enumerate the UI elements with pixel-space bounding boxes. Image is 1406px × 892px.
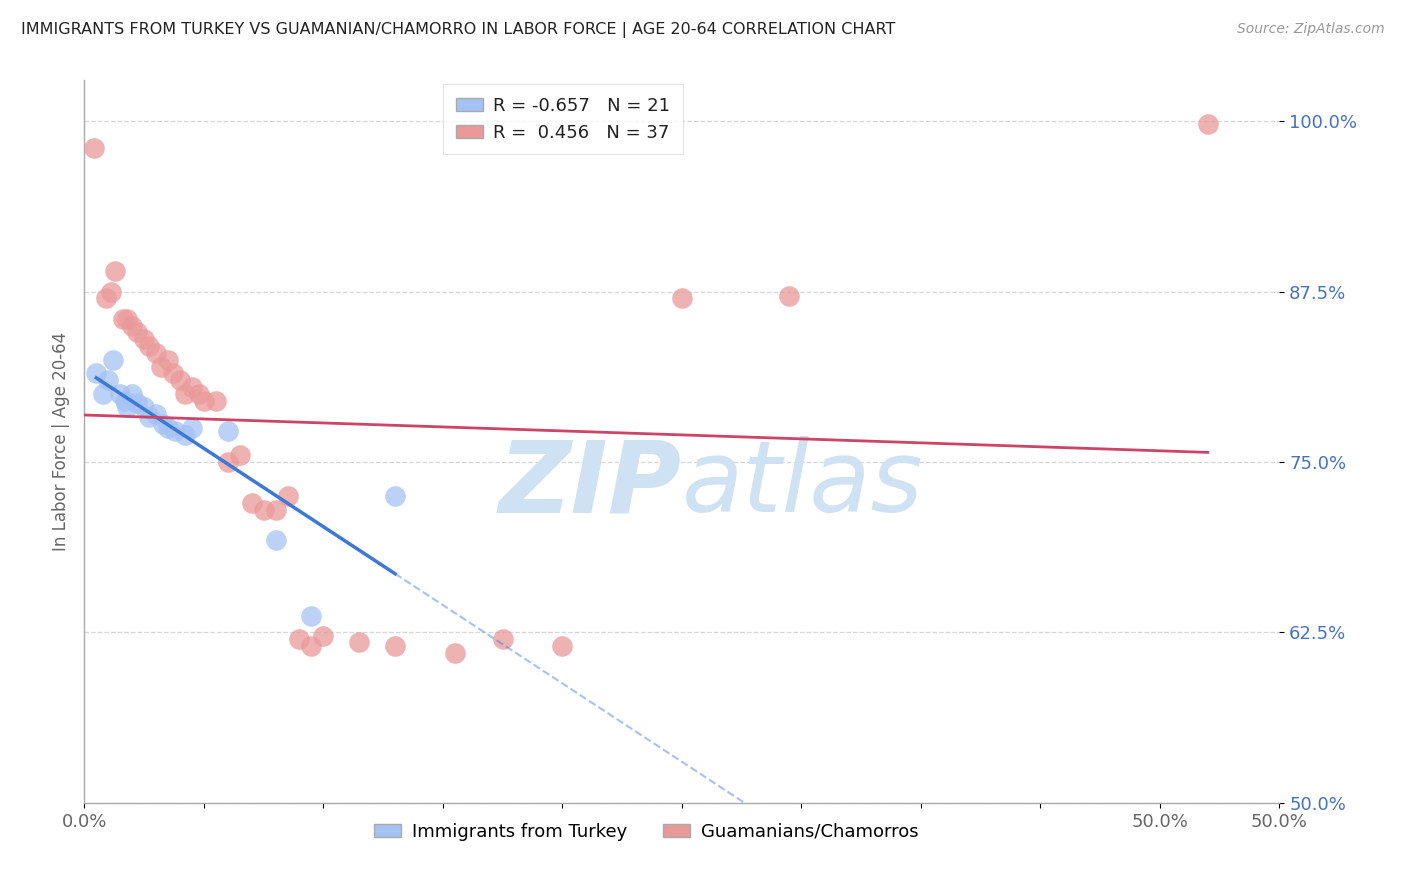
Point [173, 387, 195, 401]
Point [157, 352, 180, 367]
Point [253, 502, 276, 516]
Point [205, 393, 228, 408]
Point [125, 326, 148, 340]
Point [312, 630, 335, 644]
Point [173, 427, 195, 442]
Point [217, 424, 239, 438]
Point [138, 409, 160, 424]
Point [138, 339, 160, 353]
Point [97, 373, 120, 387]
Point [157, 421, 180, 435]
Point [181, 380, 204, 394]
Point [104, 264, 127, 278]
Text: atlas: atlas [682, 436, 924, 533]
Point [94, 292, 117, 306]
Point [240, 496, 263, 510]
Point [125, 396, 148, 410]
Point [264, 533, 287, 547]
Point [779, 288, 801, 302]
Point [152, 417, 174, 431]
Point [101, 352, 124, 367]
Point [111, 311, 134, 326]
Point [188, 387, 211, 401]
Point [181, 421, 204, 435]
Point [288, 632, 311, 647]
Point [217, 455, 239, 469]
Point [492, 632, 515, 647]
Point [169, 373, 191, 387]
Y-axis label: In Labor Force | Age 20-64: In Labor Force | Age 20-64 [52, 332, 70, 551]
Point [149, 359, 172, 374]
Point [132, 332, 156, 346]
Point [117, 311, 139, 326]
Text: Source: ZipAtlas.com: Source: ZipAtlas.com [1237, 22, 1385, 37]
Point [301, 609, 323, 624]
Point [384, 489, 406, 503]
Point [121, 318, 143, 333]
Point [117, 401, 139, 415]
Legend: Immigrants from Turkey, Guamanians/Chamorros: Immigrants from Turkey, Guamanians/Chamo… [367, 815, 925, 848]
Point [83, 141, 105, 155]
Point [671, 292, 693, 306]
Point [444, 646, 467, 660]
Point [193, 393, 215, 408]
Text: IMMIGRANTS FROM TURKEY VS GUAMANIAN/CHAMORRO IN LABOR FORCE | AGE 20-64 CORRELAT: IMMIGRANTS FROM TURKEY VS GUAMANIAN/CHAM… [21, 22, 896, 38]
Point [93, 387, 115, 401]
Point [1197, 117, 1219, 131]
Point [110, 387, 132, 401]
Point [301, 639, 323, 653]
Point [132, 401, 156, 415]
Point [145, 407, 167, 421]
Point [100, 285, 122, 299]
Point [349, 635, 371, 649]
Point [114, 393, 136, 408]
Point [145, 346, 167, 360]
Point [229, 448, 252, 462]
Point [277, 489, 299, 503]
Point [121, 387, 143, 401]
Point [551, 639, 574, 653]
Point [165, 424, 187, 438]
Point [384, 639, 406, 653]
Point [86, 367, 108, 381]
Point [264, 502, 287, 516]
Point [162, 367, 184, 381]
Text: ZIP: ZIP [499, 436, 682, 533]
